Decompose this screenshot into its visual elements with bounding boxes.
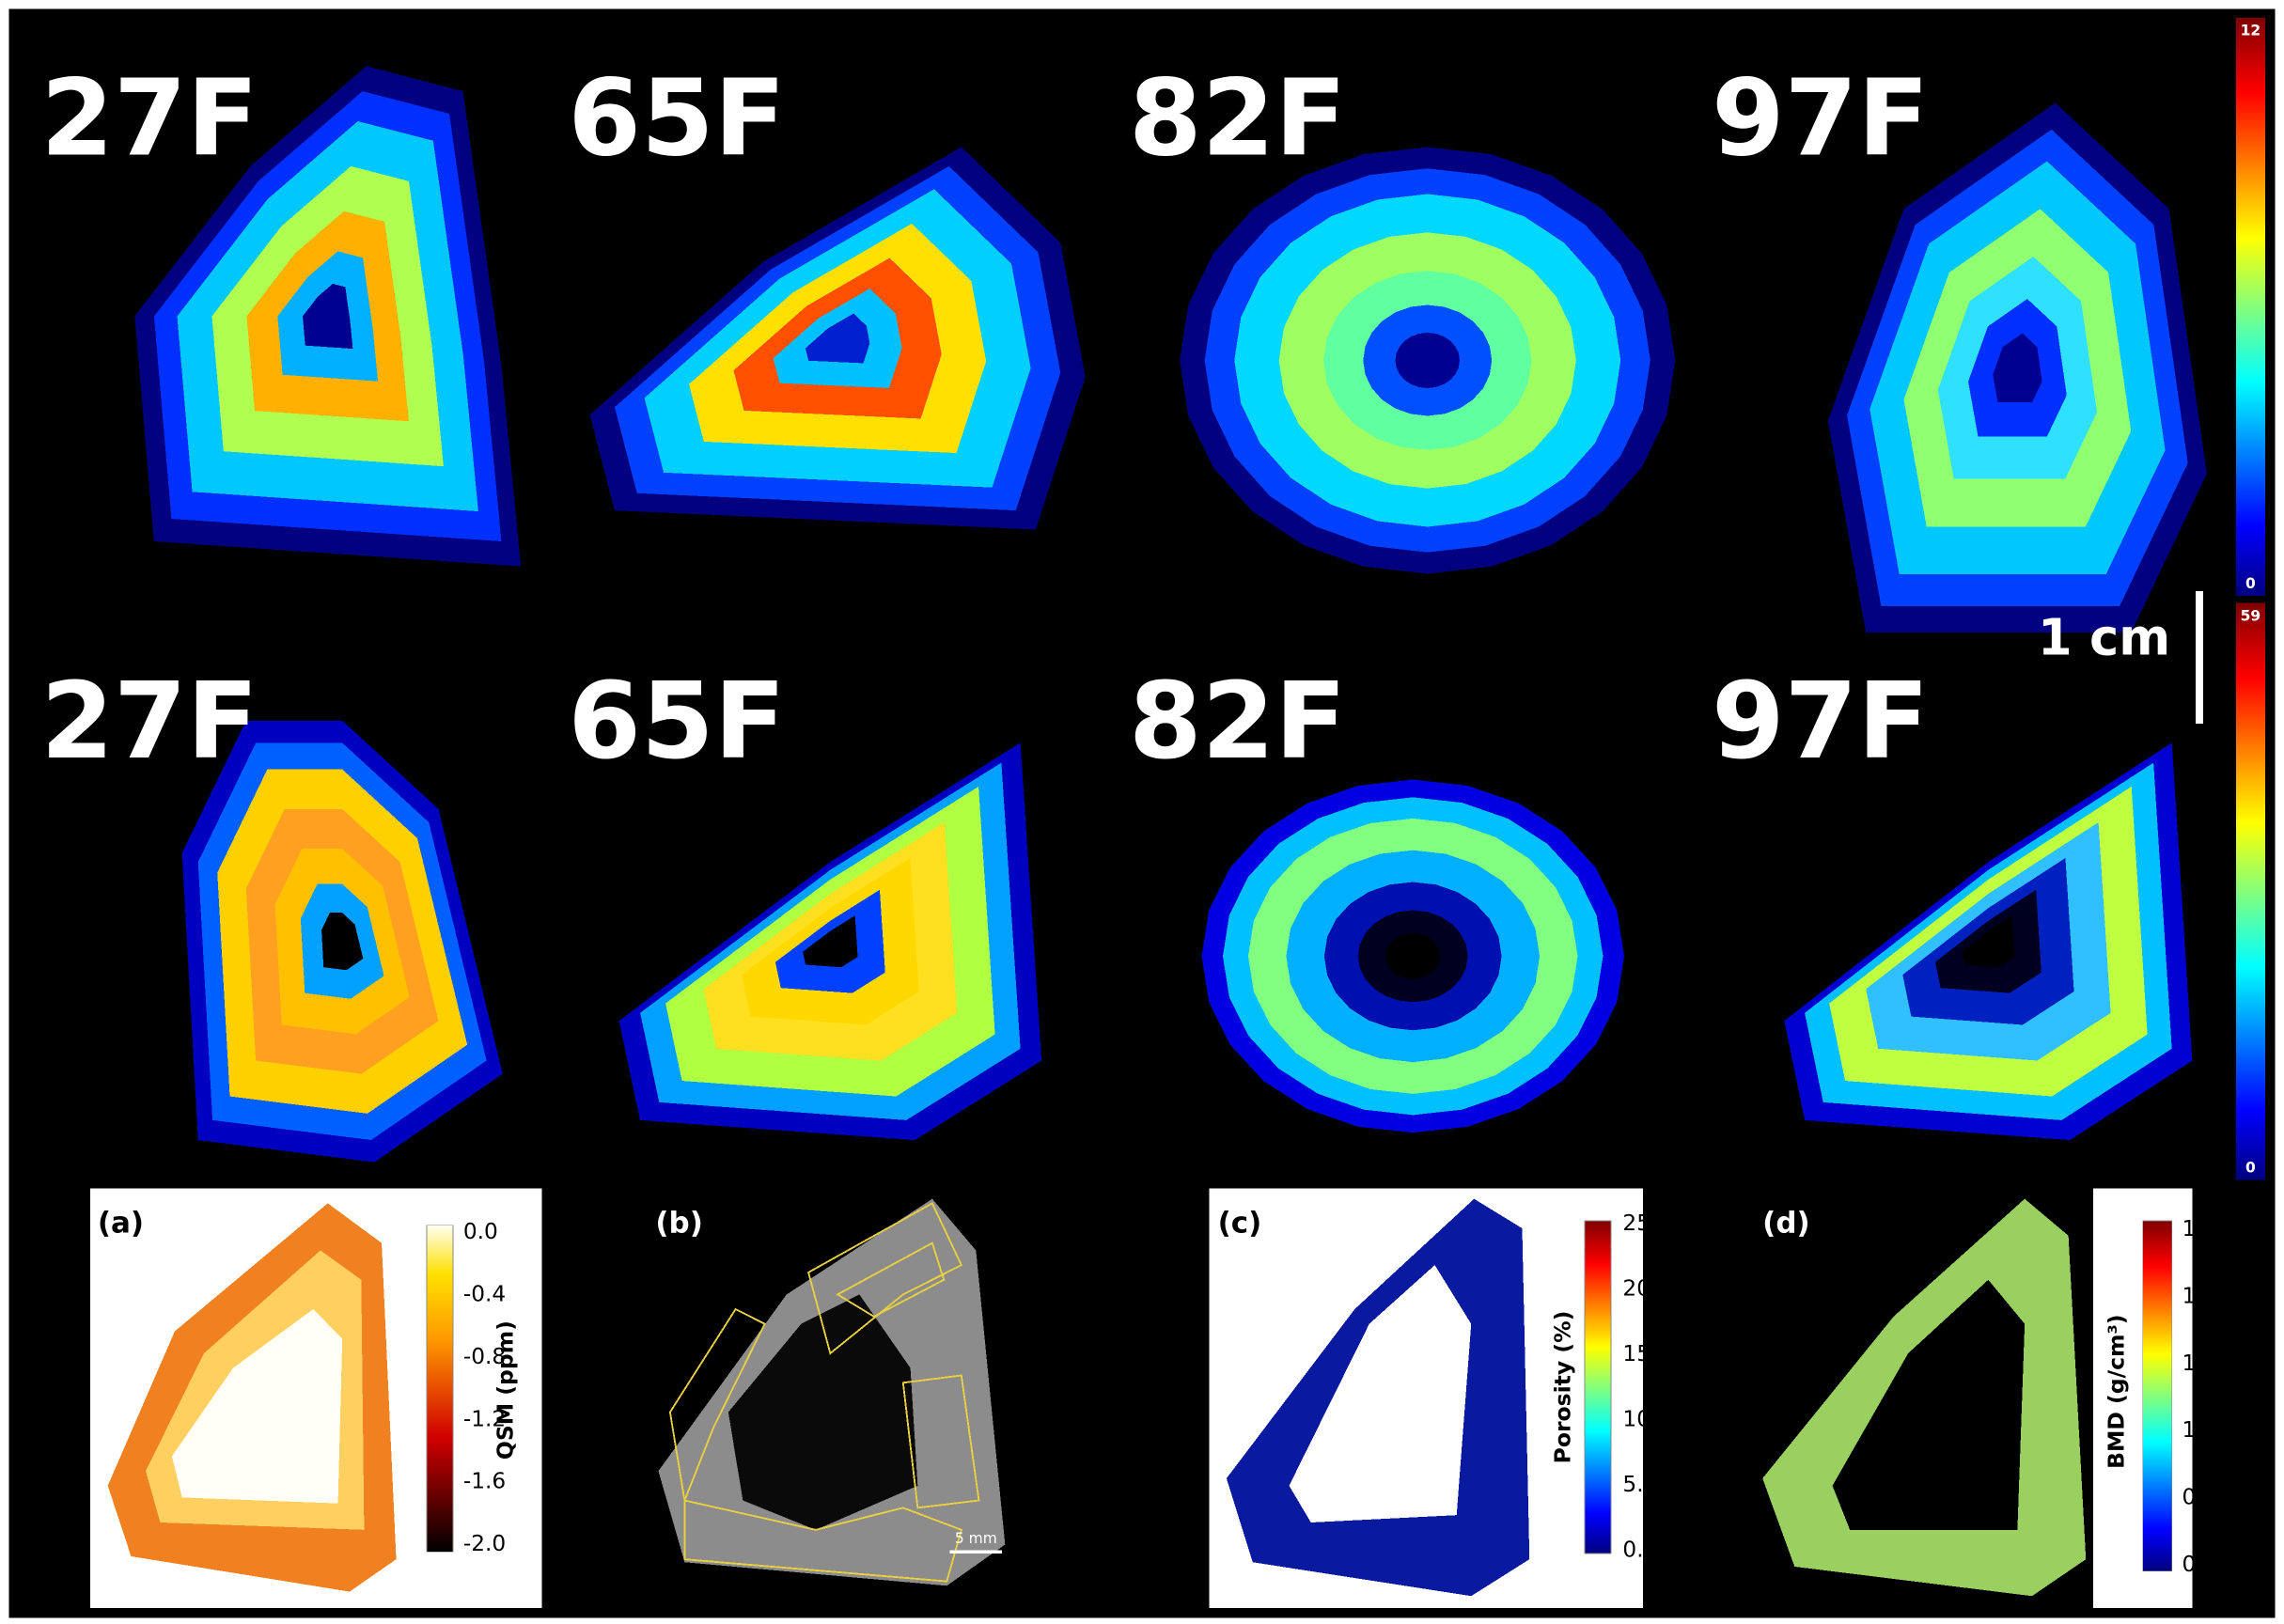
colorbar-tick: 0.0 [1622, 1536, 1657, 1562]
colorbar-tick: 0.8 [2182, 1483, 2217, 1509]
colorbar [2142, 1220, 2173, 1572]
roi-lines [668, 1202, 980, 1583]
qsm-map [171, 1309, 343, 1504]
colorbar-tick: 1.0 [2182, 1416, 2217, 1443]
colorbar [426, 1225, 454, 1553]
colorbar-tick: 1.4 [2182, 1282, 2217, 1308]
maps [134, 66, 2207, 1163]
map-hole [1395, 332, 1460, 388]
label: 27F [40, 57, 258, 180]
colorbar-tick: 1.2 [2182, 1350, 2217, 1376]
label: 82F [1129, 57, 1346, 180]
panel-label: (b) [655, 1207, 703, 1241]
colorbar-title: QSM (ppm) [493, 1320, 519, 1460]
colorbar-min: 0 [2245, 1159, 2256, 1176]
map-hole [1993, 333, 2042, 402]
colorbar-tick: -0.8 [463, 1343, 506, 1369]
scale-bar-label: 1 cm [2038, 609, 2170, 666]
label: 65F [568, 57, 785, 180]
bmd-hole [1832, 1279, 2026, 1530]
colorbar-tick: -1.6 [463, 1468, 506, 1494]
scale-bar-label: 5 mm [955, 1530, 997, 1547]
label: 65F [568, 661, 785, 784]
colorbar-max: 59 [2241, 607, 2261, 624]
colorbar-tick: 20 [1622, 1274, 1650, 1301]
panel-label: (c) [1218, 1207, 1262, 1241]
colorbar-tick: -0.4 [463, 1280, 506, 1306]
colorbar-min: 0 [2245, 575, 2256, 592]
label: 97F [1712, 661, 1929, 784]
porosity-map [1289, 1265, 1472, 1522]
map-hole [1962, 915, 2015, 968]
colorbar [1584, 1220, 1612, 1554]
label: 97F [1712, 57, 1929, 180]
label: 82F [1129, 661, 1346, 784]
map-hole [805, 313, 870, 364]
panel-label: (a) [98, 1207, 144, 1241]
colorbar-title: Porosity (%) [1550, 1311, 1576, 1464]
map-hole [302, 283, 353, 350]
colorbar-tick: 10 [1622, 1405, 1650, 1431]
panel-label: (d) [1762, 1207, 1810, 1241]
colorbar-tick: 25 [1622, 1210, 1650, 1236]
colorbar-tick: 1.6 [2182, 1215, 2217, 1241]
map-hole [321, 913, 364, 971]
colorbar-tick: -2.0 [463, 1530, 506, 1556]
label: 27F [40, 661, 258, 784]
colorbar [2235, 17, 2265, 596]
map-hole [1385, 932, 1441, 979]
colorbar-max: 12 [2241, 22, 2261, 39]
colorbar-tick: 15 [1622, 1340, 1650, 1366]
colorbar-tick: 0.0 [463, 1218, 498, 1244]
colorbar-tick: 5.0 [1622, 1471, 1657, 1497]
map-hole [803, 915, 858, 968]
colorbar-tick: -1.2 [463, 1405, 506, 1431]
colorbar [2235, 602, 2265, 1180]
colorbar-title: BMD (g/cm³) [2104, 1314, 2130, 1468]
colorbar-tick: 0.6 [2182, 1551, 2217, 1577]
micro-ct-hole [727, 1294, 918, 1530]
